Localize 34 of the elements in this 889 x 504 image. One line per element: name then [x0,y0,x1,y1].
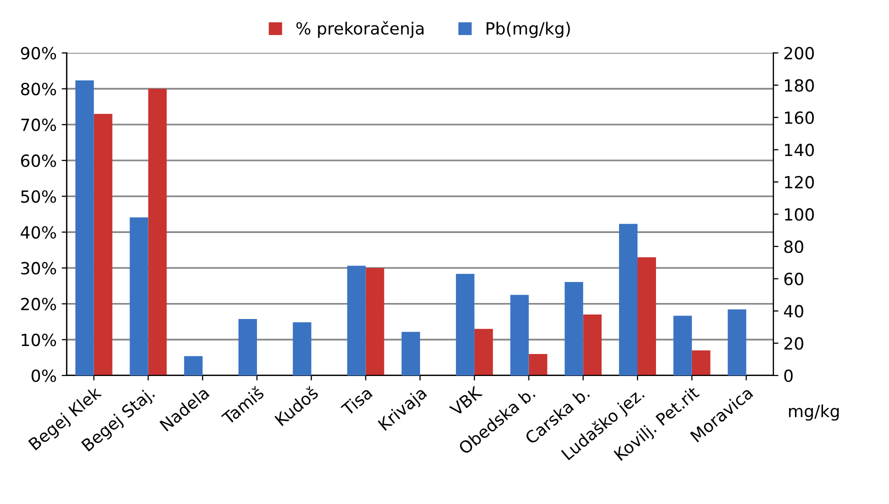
y2-tick-label: 100 [784,208,814,221]
y-tick-label: 0% [32,369,56,382]
y-tick-label: 10% [22,334,56,346]
y2-tick-label: 120 [784,176,814,189]
bar [456,274,474,376]
bar [528,354,548,376]
x-tick-label: Tisa [340,386,373,416]
y2-tick-label: 0 [784,369,793,382]
y2-axis-title: mg/kg [789,404,839,421]
y2-tick-label: 200 [784,46,814,60]
bar [402,332,420,376]
y-tick-label: 90% [20,46,56,60]
bar [292,322,312,376]
y-tick-label: 40% [20,226,56,239]
legend-label: % prekoračenja [296,21,424,38]
y2-tick-label: 160 [784,111,814,124]
legend-label: Pb(mg/kg) [486,22,570,38]
bar [184,356,203,376]
y-tick-label: 30% [21,262,56,275]
y2-tick-label: 80 [784,240,804,254]
y2-tick-label: 60 [784,272,804,286]
y-tick-label: 70% [21,118,56,132]
y-tick-label: 50% [21,190,56,203]
y2-tick-label: 140 [784,144,814,156]
y-tick-label: 60% [21,154,56,168]
bar [728,309,746,376]
y2-tick-label: 40 [784,304,804,318]
y-tick-label: 20% [21,298,56,310]
y-tick-label: 80% [21,82,56,96]
y2-tick-label: 180 [784,79,814,92]
bar [238,319,257,376]
bar [673,316,692,376]
y2-tick-label: 20 [784,337,804,350]
bar [510,294,529,376]
